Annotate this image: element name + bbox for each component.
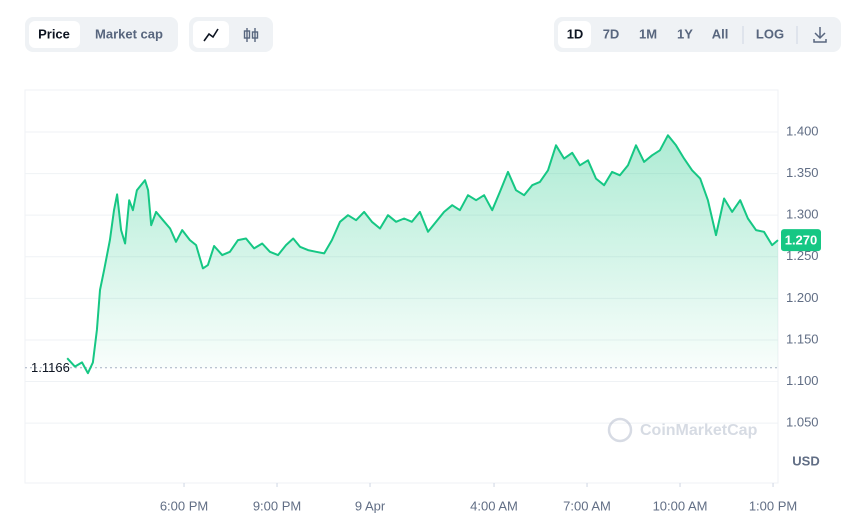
tab-market-cap[interactable]: Market cap (95, 26, 163, 41)
price-area (67, 135, 778, 374)
x-tick-label: 9:00 PM (253, 498, 301, 513)
range-1m[interactable]: 1M (639, 26, 657, 41)
x-tick-label: 6:00 PM (160, 498, 208, 513)
y-tick-label: 1.250 (786, 248, 819, 263)
line-style-button[interactable] (193, 21, 229, 48)
range-7d[interactable]: 7D (603, 26, 620, 41)
y-unit: USD (792, 453, 819, 468)
y-tick-label: 1.100 (786, 373, 819, 388)
baseline-label: 1.1166 (31, 360, 70, 375)
x-tick-label: 4:00 AM (470, 498, 518, 513)
tab-price[interactable]: Price (38, 26, 70, 41)
x-tick-label: 1:00 PM (749, 498, 797, 513)
active-tab (29, 21, 80, 48)
price-line (66, 134, 779, 375)
current-price-box (781, 229, 821, 252)
x-tick-label: 7:00 AM (563, 498, 611, 513)
log-button[interactable]: LOG (756, 26, 784, 41)
download-icon[interactable] (813, 27, 827, 43)
range-toggle (554, 17, 841, 52)
range-1d[interactable]: 1D (567, 26, 584, 41)
active-range (558, 21, 591, 48)
y-tick-label: 1.300 (786, 207, 819, 222)
y-tick-label: 1.050 (786, 415, 819, 430)
current-price-label: 1.270 (785, 233, 818, 248)
range-all[interactable]: All (712, 26, 729, 41)
x-tick-label: 10:00 AM (653, 498, 708, 513)
watermark-logo (607, 417, 633, 443)
x-tick-label: 9 Apr (355, 498, 386, 513)
candle-icon[interactable] (243, 28, 259, 42)
y-tick-label: 1.150 (786, 331, 819, 346)
y-tick-label: 1.350 (786, 165, 819, 180)
watermark: CoinMarketCap (640, 422, 758, 439)
y-tick-label: 1.400 (786, 123, 819, 138)
line-icon (203, 28, 219, 42)
range-1y[interactable]: 1Y (677, 26, 693, 41)
y-tick-label: 1.200 (786, 290, 819, 305)
watermark-group: CoinMarketCap (607, 417, 758, 443)
